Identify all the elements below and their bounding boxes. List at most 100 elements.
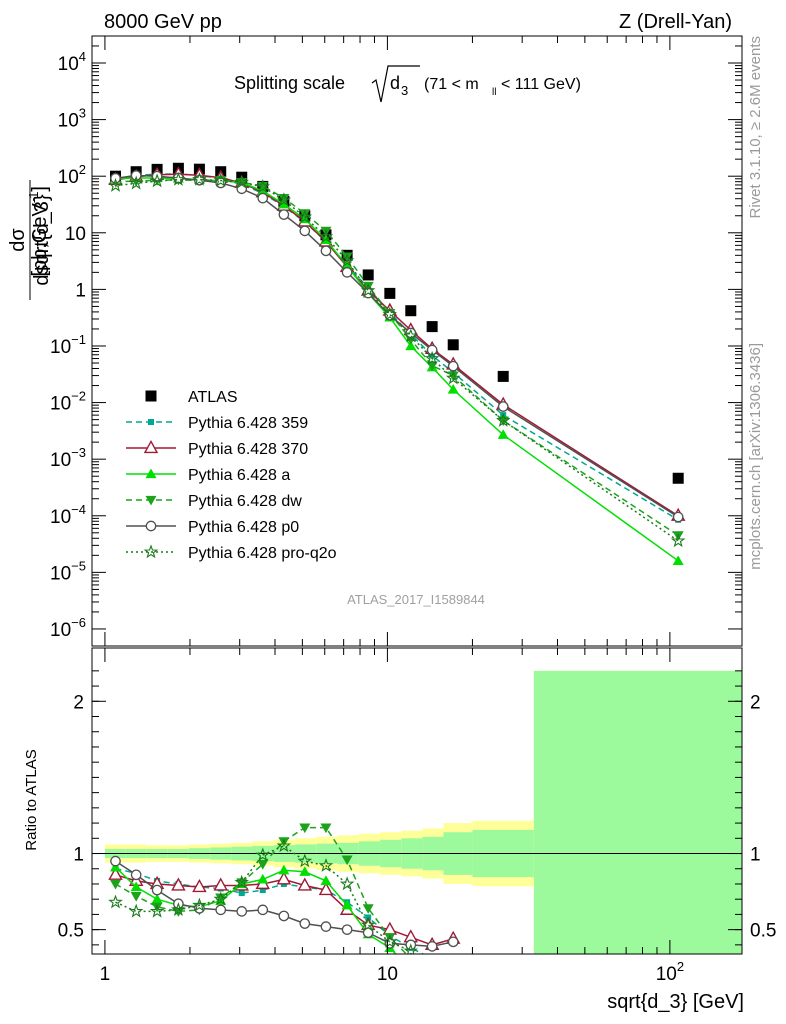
data-point	[278, 193, 290, 204]
ratio-y-label: Ratio to ATLAS	[23, 749, 40, 850]
uncertainty-band-inner	[533, 670, 742, 954]
ratio-point	[108, 866, 123, 880]
data-point	[426, 361, 438, 372]
data-point	[299, 225, 311, 237]
ratio-point	[299, 823, 311, 834]
analysis-watermark: ATLAS_2017_I1589844	[347, 592, 485, 607]
main-series-layer	[108, 162, 686, 565]
main-frame	[91, 35, 743, 647]
y-axis-label-den: dsqrt{d_3}	[31, 194, 53, 286]
legend-item-1: Pythia 6.428 359	[126, 415, 308, 432]
ratio-point	[276, 838, 292, 853]
ratio-point	[151, 902, 163, 913]
ratio-point	[276, 871, 292, 885]
ratio-point	[149, 903, 165, 918]
header-left: 8000 GeV pp	[104, 11, 222, 33]
data-point	[341, 260, 353, 271]
data-point	[276, 192, 292, 207]
ratio-point	[362, 904, 374, 914]
ratio-point	[447, 936, 459, 948]
ratio-point	[299, 866, 311, 876]
ratio-point	[278, 864, 290, 875]
ratio-frame	[91, 647, 743, 955]
data-point	[495, 412, 511, 427]
data-point	[447, 384, 459, 394]
y-tick-label: 10	[65, 224, 86, 245]
y-tick-label: 10−5	[50, 558, 86, 584]
ratio-point	[130, 869, 142, 881]
data-point	[445, 370, 461, 385]
legend-item-0: ATLAS	[145, 389, 238, 406]
legend-label: Pythia 6.428 pro-q2o	[188, 545, 337, 562]
data-point	[255, 179, 271, 194]
data-point	[382, 306, 398, 321]
ratio-point	[234, 874, 250, 889]
ratio-point	[320, 921, 332, 932]
data-point	[405, 305, 417, 317]
y-tick-label: 10−3	[50, 445, 86, 471]
ratio-point	[130, 892, 142, 902]
data-point	[405, 327, 417, 339]
y-tick-label: 10−2	[50, 389, 86, 415]
ratio-point	[109, 861, 121, 872]
y-axis-label: dσ dsqrt{d_3} [pb,GeV-1]	[7, 180, 53, 300]
legend-label: ATLAS	[188, 389, 238, 406]
ratio-ticks: 0.5 0.5 1 1 2 2 1 10 102	[58, 648, 776, 985]
plot-title-post2: < 111 GeV)	[501, 76, 581, 93]
data-point	[403, 328, 419, 343]
ratio-series-layer	[108, 823, 461, 964]
plot-title-sub2: ll	[492, 87, 496, 98]
legend-marker	[145, 495, 157, 506]
ratio-y-tick-label-right: 2	[750, 692, 761, 713]
ratio-y-tick-label: 0.5	[58, 921, 84, 942]
data-point	[213, 172, 229, 187]
plot-title-pre: Splitting scale	[234, 73, 345, 93]
ratio-point	[403, 943, 419, 954]
data-point	[339, 253, 355, 268]
y-axis-unit: [pb,GeV-1]	[26, 186, 51, 277]
legend-marker	[148, 419, 154, 425]
legend-label: Pythia 6.428 370	[188, 441, 308, 458]
ratio-point	[151, 893, 163, 904]
ratio-point	[320, 823, 332, 834]
legend-label: Pythia 6.428 p0	[188, 519, 299, 536]
ratio-series-5	[108, 838, 419, 954]
data-point	[362, 281, 374, 292]
ratio-point	[192, 897, 207, 912]
x-tick-label: 10	[377, 964, 398, 985]
ratio-panel: 0.5 0.5 1 1 2 2 1 10 102 Ratio to ATLAS	[23, 647, 776, 985]
ratio-point	[320, 875, 332, 886]
ratio-point	[236, 906, 248, 917]
data-point	[341, 267, 353, 278]
x-axis-label: sqrt{d_3} [GeV]	[607, 991, 744, 1013]
ratio-point	[382, 934, 398, 949]
ratio-point	[171, 902, 186, 917]
y-tick-label: 10−4	[50, 502, 86, 528]
data-point	[278, 209, 290, 220]
legend-marker	[145, 390, 157, 402]
legend-marker	[145, 520, 157, 532]
legend-item-4: Pythia 6.428 dw	[126, 493, 302, 510]
ratio-point	[278, 837, 290, 847]
ratio-series-1	[108, 866, 461, 950]
ratio-point	[426, 941, 438, 952]
y-tick-label: 1	[75, 280, 86, 301]
data-point	[497, 429, 509, 439]
data-point	[447, 371, 459, 382]
rivet-version-label: Rivet 3.1.10, ≥ 2.6M events	[747, 36, 764, 219]
ratio-line-0	[115, 867, 425, 954]
ratio-point	[360, 917, 376, 932]
plot-title: Splitting scale d 3 (71 < m ll < 111 GeV…	[234, 65, 581, 103]
x-tick-label: 102	[656, 959, 684, 985]
sqrt-sign-icon	[371, 65, 420, 103]
data-point	[405, 340, 417, 351]
data-point	[192, 172, 207, 186]
ratio-point	[339, 876, 355, 891]
ratio-point	[257, 873, 269, 884]
ratio-point	[128, 903, 144, 918]
data-point	[497, 370, 509, 382]
ratio-point	[405, 954, 416, 964]
series-0	[109, 162, 684, 484]
x-tick-label: 1	[100, 964, 111, 985]
